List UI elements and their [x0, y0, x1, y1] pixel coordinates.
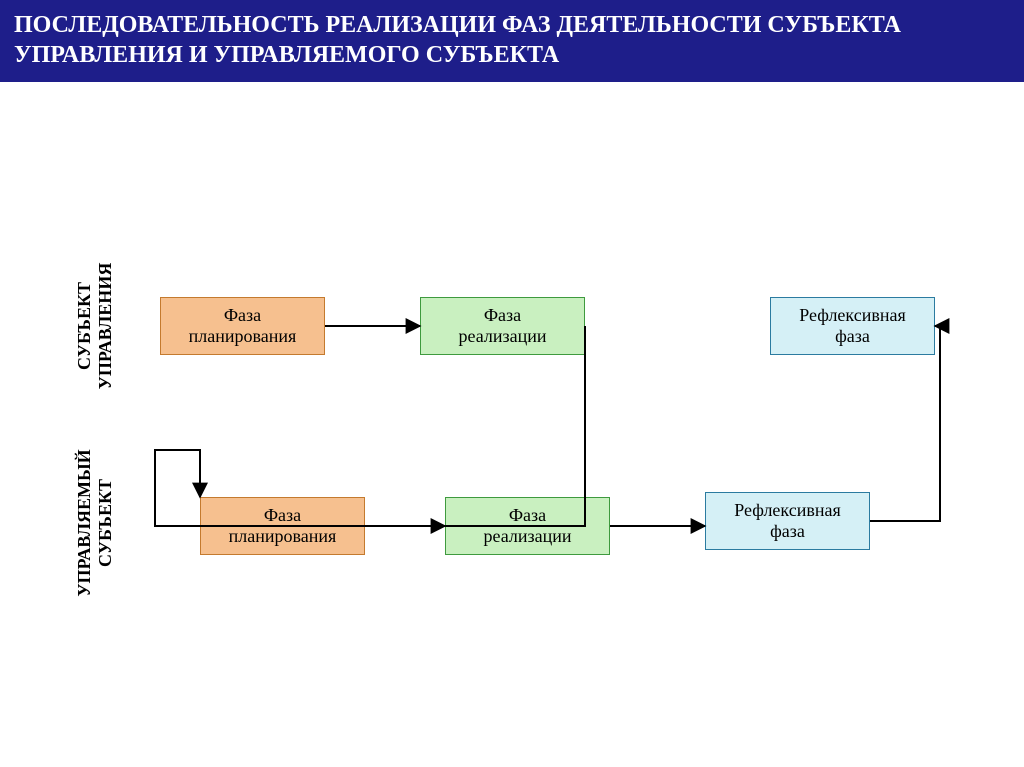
box-bottom-reflexive: Рефлексивная фаза	[705, 492, 870, 550]
box-top-reflexive: Рефлексивная фаза	[770, 297, 935, 355]
page-title: ПОСЛЕДОВАТЕЛЬНОСТЬ РЕАЛИЗАЦИИ ФАЗ ДЕЯТЕЛ…	[0, 0, 1024, 82]
box-bottom-planning: Фаза планирования	[200, 497, 365, 555]
title-text: ПОСЛЕДОВАТЕЛЬНОСТЬ РЕАЛИЗАЦИИ ФАЗ ДЕЯТЕЛ…	[14, 12, 901, 68]
row-label-bottom: УПРАВЛЯЕМЫЙ СУБЪЕКТ	[74, 423, 116, 623]
box-bottom-realization: Фаза реализации	[445, 497, 610, 555]
box-top-realization: Фаза реализации	[420, 297, 585, 355]
box-top-planning: Фаза планирования	[160, 297, 325, 355]
edges-layer	[0, 82, 1024, 767]
row-label-top: СУБЪЕКТ УПРАВЛЕНИЯ	[74, 226, 116, 426]
diagram-canvas: СУБЪЕКТ УПРАВЛЕНИЯ УПРАВЛЯЕМЫЙ СУБЪЕКТ Ф…	[0, 82, 1024, 767]
